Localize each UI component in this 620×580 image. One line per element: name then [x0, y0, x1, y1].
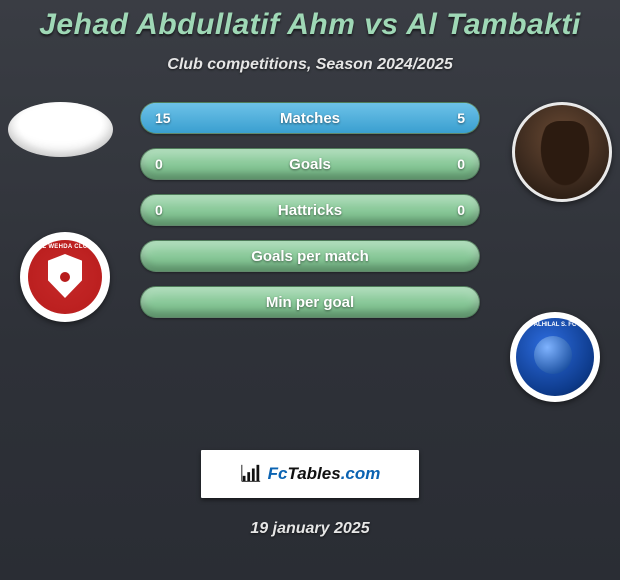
brand-text: FcTables.com [268, 464, 381, 484]
stat-bar: 00Goals [140, 148, 480, 180]
comparison-panel: AL WEHDA CLUB ALHILAL S. FC 155Matches 00… [0, 102, 620, 442]
club-right-badge: ALHILAL S. FC [510, 312, 600, 402]
stat-bar: Goals per match [140, 240, 480, 272]
player-right-avatar [512, 102, 612, 202]
stat-label: Goals [141, 149, 479, 179]
stat-label: Min per goal [141, 287, 479, 317]
stat-bar: Min per goal [140, 286, 480, 318]
stat-bars: 155Matches 00Goals 00Hattricks Goals per ma… [140, 102, 480, 332]
player-left-avatar [8, 102, 113, 157]
stat-bar: 155Matches [140, 102, 480, 134]
subtitle: Club competitions, Season 2024/2025 [0, 56, 620, 74]
brand-badge[interactable]: FcTables.com [201, 450, 419, 498]
page-title: Jehad Abdullatif Ahm vs Al Tambakti [0, 0, 620, 42]
stat-label: Goals per match [141, 241, 479, 271]
club-right-label: ALHILAL S. FC [510, 322, 600, 328]
bar-chart-icon [240, 463, 262, 485]
club-left-badge: AL WEHDA CLUB [20, 232, 110, 322]
date-label: 19 january 2025 [0, 520, 620, 538]
ball-icon [534, 336, 572, 374]
club-left-label: AL WEHDA CLUB [20, 244, 110, 250]
stat-label: Hattricks [141, 195, 479, 225]
stat-bar: 00Hattricks [140, 194, 480, 226]
stat-label: Matches [141, 103, 479, 133]
